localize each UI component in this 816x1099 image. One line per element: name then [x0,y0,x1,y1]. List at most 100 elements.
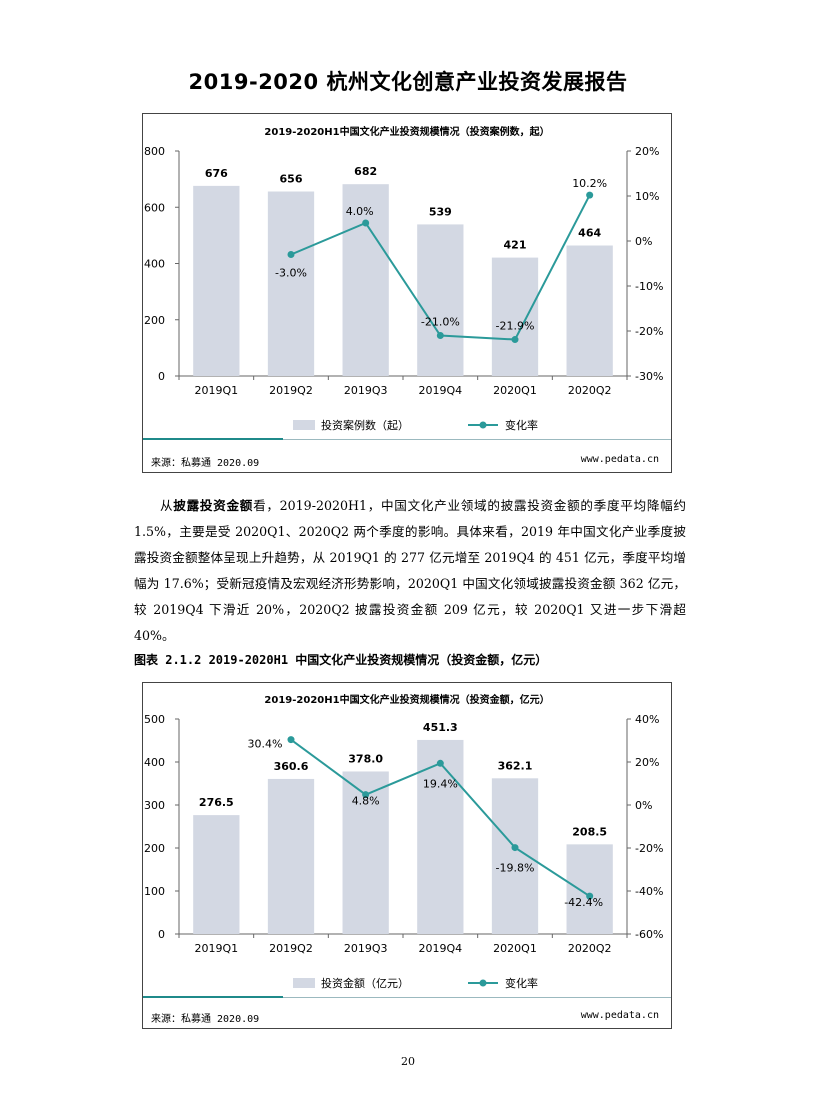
paragraph-lead: 从 [160,497,174,513]
y-tick-left-label: 800 [144,145,165,158]
legend-bar-swatch [293,978,315,988]
bar-value-label: 378.0 [348,752,383,765]
y-tick-right-label: -10% [635,280,663,293]
line-value-label: -42.4% [564,896,603,909]
x-tick-label: 2019Q2 [269,942,313,955]
y-tick-left-label: 600 [144,201,165,214]
line-point [362,219,370,227]
bar [267,191,315,376]
bar [342,771,389,934]
chart-divider-accent [143,996,283,998]
line-value-label: -21.9% [496,320,535,333]
y-tick-left-label: 400 [144,258,165,271]
chart-case-count-svg: 2019-2020H1中国文化产业投资规模情况（投资案例数，起） 0 200 400 6… [144,125,663,432]
line-value-label: -3.0% [275,267,307,280]
bar [193,815,240,934]
line-point [511,844,519,852]
line-value-label: 4.0% [346,205,374,218]
legend-line-marker [479,421,487,429]
bar [342,184,389,376]
x-tick-label: 2019Q1 [195,942,239,955]
legend-bar-label: 投资金额（亿元） [321,976,409,990]
chart-investment-amount: 2019-2020H1中国文化产业投资规模情况（投资金额，亿元） 0 100 200 3… [142,682,672,1029]
bar-value-label: 421 [504,239,527,252]
y-tick-right-label: 40% [635,713,659,726]
page-title: 2019-2020 杭州文化创意产业投资发展报告 [188,70,628,94]
x-tick-label: 2019Q2 [269,384,313,397]
bar [267,778,315,934]
bar [566,245,613,376]
legend-bar-swatch [293,420,315,430]
chart-divider [143,439,671,440]
bar-value-label: 676 [205,167,228,180]
bar [417,739,464,934]
x-tick-label: 2019Q1 [195,384,239,397]
chart-title: 2019-2020H1中国文化产业投资规模情况（投资金额，亿元） [264,693,549,706]
line-point [436,759,444,767]
page-number: 20 [401,1055,415,1068]
y-tick-left-label: 200 [144,314,165,327]
y-tick-right-label: 20% [635,145,659,158]
y-tick-left-label: 200 [144,842,165,855]
bar-value-label: 362.1 [498,759,533,772]
line-value-label: -21.0% [421,316,460,329]
y-tick-left-label: 500 [144,713,165,726]
x-tick-label: 2020Q2 [568,384,612,397]
chart-title: 2019-2020H1中国文化产业投资规模情况（投资案例数，起） [264,125,549,138]
bar-value-label: 451.3 [423,721,458,734]
y-tick-right-label: -40% [635,885,663,898]
y-tick-right-label: 10% [635,190,659,203]
figure-caption: 图表 2.1.2 2019-2020H1 中国文化产业投资规模情况（投资金额，亿… [134,653,548,667]
bar [491,778,539,934]
chart-divider [143,997,671,998]
y-tick-left-label: 300 [144,799,165,812]
bar-value-label: 208.5 [572,825,607,838]
y-tick-right-label: -20% [635,325,663,338]
legend-line-marker [479,979,487,987]
bar-value-label: 682 [354,165,377,178]
line-value-label: 30.4% [248,738,283,751]
bar-value-label: 360.6 [274,760,309,773]
bar-value-label: 464 [578,227,601,240]
y-tick-right-label: -30% [635,370,663,383]
body-paragraph: 从披露投资金额看，2019-2020H1，中国文化产业领域的披露投资金额的季度平… [134,493,686,649]
chart-source: 来源：私募通 2020.09 [151,1014,260,1025]
line-point [287,736,295,744]
x-tick-label: 2020Q1 [493,942,537,955]
paragraph-bold: 披露投资金额 [173,497,254,513]
x-tick-label: 2019Q4 [419,942,463,955]
line-point [436,332,444,339]
y-tick-right-label: 0% [635,799,652,812]
chart-source: 来源：私募通 2020.09 [151,458,260,469]
line-point [362,791,370,799]
line-point [287,251,295,258]
chart-site: www.pedata.cn [580,1010,659,1021]
bar-value-label: 276.5 [199,796,234,809]
line-point [586,892,594,900]
y-tick-left-label: 0 [158,928,165,941]
line-point [586,191,594,199]
chart-site: www.pedata.cn [580,454,659,465]
line-value-label: 4.8% [352,795,380,808]
legend-line-label: 变化率 [505,418,538,432]
bar [491,257,539,376]
chart-case-count: 2019-2020H1中国文化产业投资规模情况（投资案例数，起） 0 200 400 6… [142,113,672,473]
paragraph-rest: 看，2019-2020H1，中国文化产业领域的披露投资金额的季度平均降幅约 1.… [134,497,687,643]
x-tick-label: 2019Q3 [344,942,388,955]
bar-value-label: 539 [429,205,452,218]
x-tick-label: 2020Q1 [493,384,537,397]
legend-bar-label: 投资案例数（起） [321,418,409,432]
bar [566,844,613,934]
bar [417,224,464,376]
line-value-label: -19.8% [496,862,535,875]
line-point [511,336,519,344]
line-value-label: 19.4% [423,777,458,790]
x-tick-label: 2020Q2 [568,942,612,955]
y-tick-left-label: 400 [144,756,165,769]
y-tick-right-label: -60% [635,928,663,941]
y-tick-right-label: -20% [635,842,663,855]
bar-value-label: 656 [280,173,303,186]
chart-divider-accent [143,438,283,440]
y-tick-left-label: 100 [144,885,165,898]
chart-investment-amount-svg: 2019-2020H1中国文化产业投资规模情况（投资金额，亿元） 0 100 200 3… [144,693,663,990]
